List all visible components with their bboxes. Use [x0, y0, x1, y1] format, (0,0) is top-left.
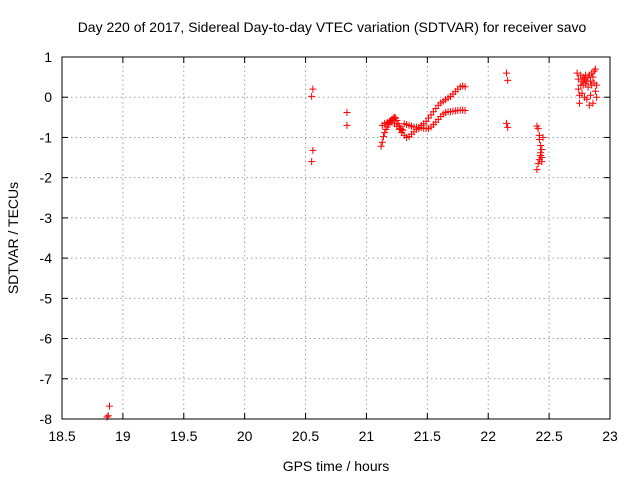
data-point [587, 77, 595, 85]
y-axis-label: SDTVAR / TECUs [5, 182, 21, 294]
x-tick-label: 20 [237, 428, 253, 444]
y-tick-label: 1 [44, 49, 52, 65]
y-tick-label: 0 [44, 89, 52, 105]
data-point [538, 146, 546, 154]
data-point [583, 95, 591, 103]
y-tick-label: -4 [40, 250, 53, 266]
data-point [593, 81, 601, 89]
data-point [104, 412, 112, 420]
x-tick-label: 20.5 [292, 428, 319, 444]
data-point [309, 85, 317, 93]
data-point [502, 119, 510, 127]
data-point [308, 92, 316, 100]
y-tick-label: -8 [40, 411, 53, 427]
data-point [504, 76, 512, 84]
data-point [504, 123, 512, 131]
data-point [593, 93, 601, 101]
data-point [574, 85, 582, 93]
data-point [573, 69, 581, 77]
data-point [105, 402, 113, 410]
y-tick-label: -6 [40, 331, 53, 347]
data-point [584, 83, 592, 91]
x-tick-label: 19.5 [170, 428, 197, 444]
y-tick-label: -3 [40, 210, 53, 226]
x-tick-label: 22.5 [535, 428, 562, 444]
data-point [537, 152, 545, 160]
data-point [535, 135, 543, 143]
data-point [576, 99, 584, 107]
data-point [502, 69, 510, 77]
data-point [534, 160, 542, 168]
data-point [589, 99, 597, 107]
x-tick-label: 18.5 [48, 428, 75, 444]
data-point [461, 106, 469, 114]
data-points [103, 65, 601, 421]
grid [62, 57, 610, 419]
data-point [343, 109, 351, 117]
data-point [591, 87, 599, 95]
y-tick-label: -1 [40, 129, 53, 145]
x-tick-label: 23 [602, 428, 618, 444]
data-point [589, 73, 597, 81]
data-point [537, 141, 545, 149]
data-point [377, 142, 385, 150]
data-point [378, 138, 386, 146]
x-tick-label: 21 [359, 428, 375, 444]
data-point [381, 129, 389, 137]
data-point [587, 91, 595, 99]
data-point [379, 133, 387, 141]
x-tick-label: 21.5 [414, 428, 441, 444]
y-tick-label: -2 [40, 170, 53, 186]
x-axis-label: GPS time / hours [283, 458, 390, 474]
chart-title: Day 220 of 2017, Sidereal Day-to-day VTE… [78, 19, 587, 35]
axis-ticks [61, 56, 611, 420]
x-tick-label: 19 [115, 428, 131, 444]
data-point [343, 121, 351, 129]
tick-labels: 18.5 19 19.5 20 20.5 21 21.5 22 22.5 23 1 0 -1 -2 -3 -4… [40, 49, 618, 444]
data-point [591, 65, 599, 73]
data-point [535, 156, 543, 164]
data-point [534, 125, 542, 133]
data-point [461, 83, 469, 91]
data-point [574, 75, 582, 83]
plot-frame [61, 56, 611, 420]
y-tick-label: -7 [40, 371, 53, 387]
data-point [585, 101, 593, 109]
x-tick-label: 22 [480, 428, 496, 444]
y-tick-label: -5 [40, 290, 53, 306]
data-point [578, 89, 586, 97]
data-point [539, 133, 547, 141]
data-point [533, 166, 541, 174]
data-point [309, 146, 317, 154]
data-point [308, 158, 316, 166]
